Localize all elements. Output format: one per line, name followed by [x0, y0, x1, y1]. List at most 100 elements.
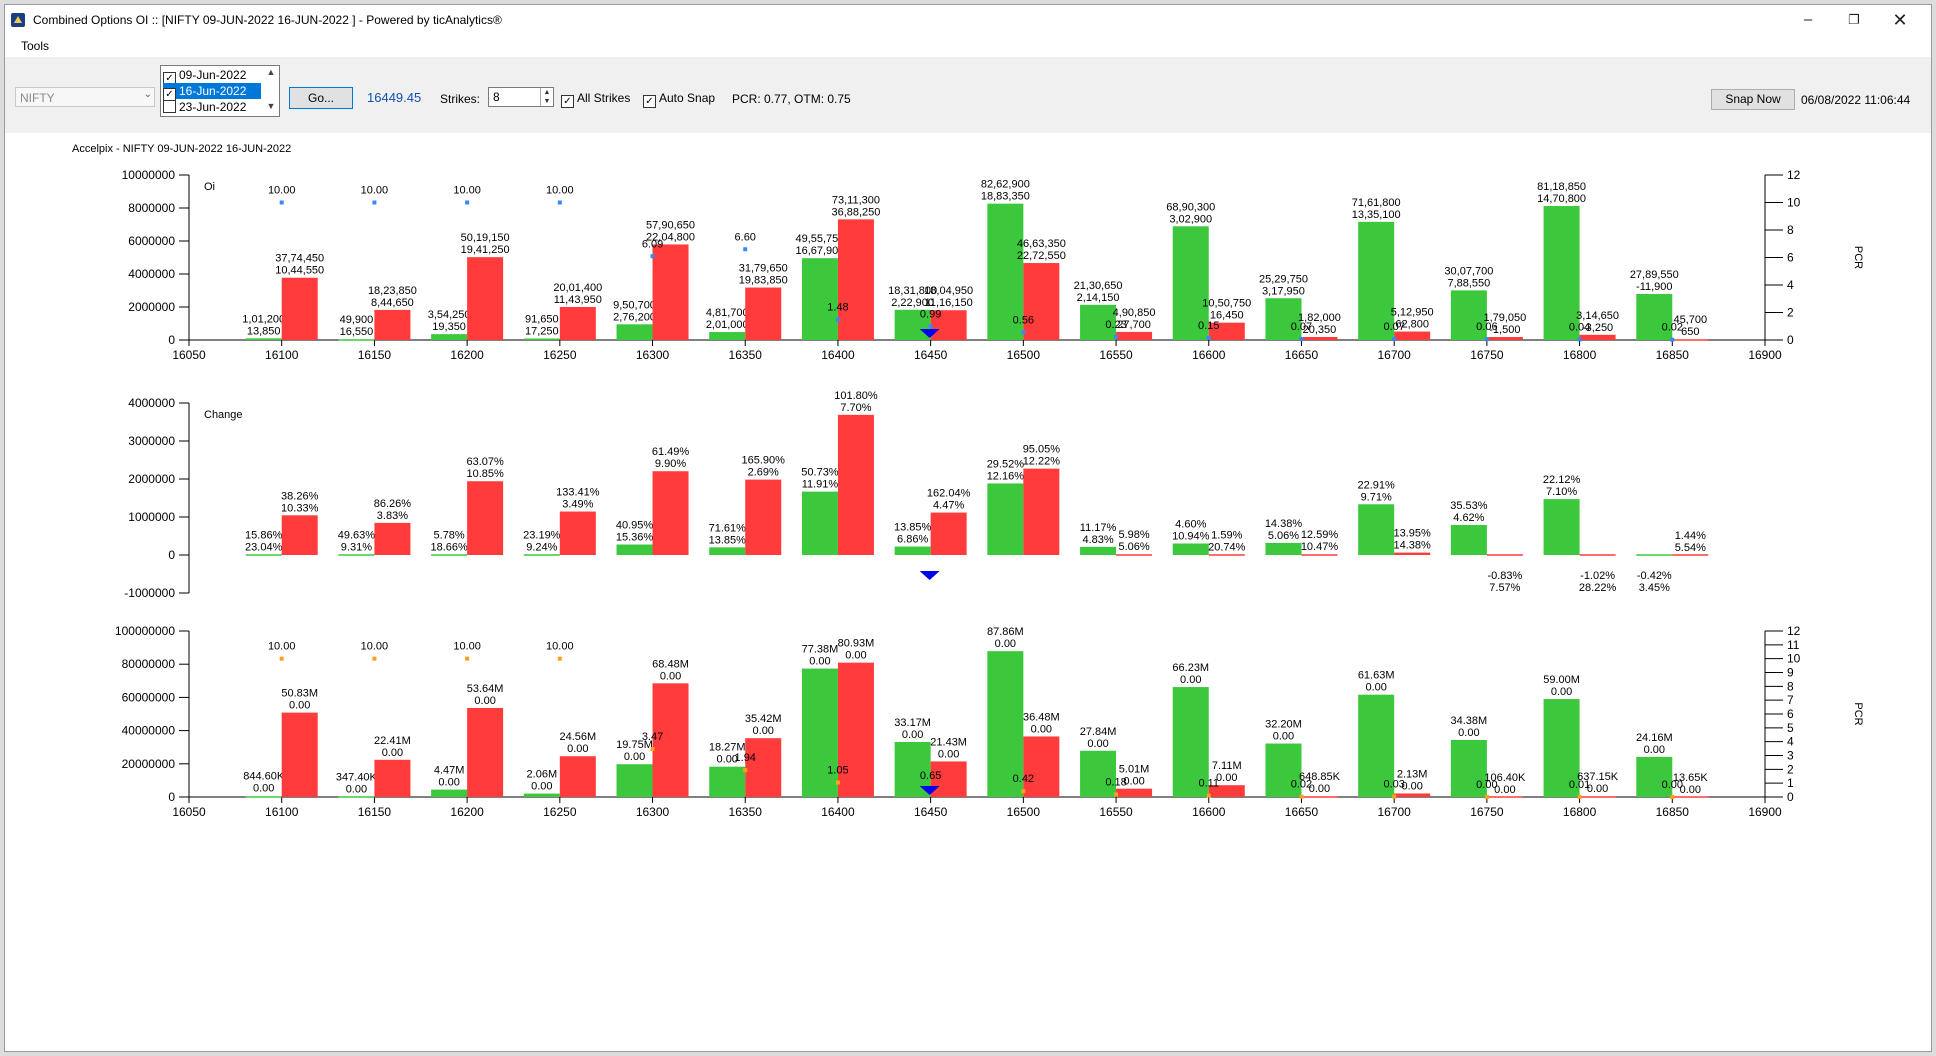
bar-put [801, 258, 838, 340]
bar-put [894, 309, 931, 340]
x-tick-label: 16700 [1377, 805, 1411, 819]
bar-label: 10.33% [281, 502, 319, 514]
bar-label: 1.59% [1211, 529, 1242, 541]
auto-snap-checkbox[interactable]: ✓ Auto Snap [643, 91, 715, 108]
close-icon[interactable]: ✕ [1892, 10, 1908, 30]
expiry-checkbox[interactable] [163, 100, 176, 113]
bar-call [374, 522, 411, 555]
spin-arrows-icon[interactable]: ▲ ▼ [540, 88, 553, 106]
bar-label: 637.15K [1577, 771, 1619, 783]
bar-put [709, 547, 746, 555]
bar-label: 1,79,050 [1483, 312, 1526, 324]
bar-put [1358, 504, 1395, 555]
bar-label: 71.61% [709, 522, 747, 534]
bar-label: -0.83% [1487, 570, 1522, 582]
bar-label: 2,14,150 [1077, 292, 1120, 304]
pcr-marker [835, 780, 840, 785]
scroll-up-icon[interactable]: ▲ [266, 67, 276, 77]
y2-tick-label: 1 [1787, 776, 1794, 790]
bar-put [1358, 221, 1395, 340]
pcr-label: 10.00 [268, 641, 296, 653]
pcr-marker [1114, 334, 1119, 339]
bar-call [1579, 796, 1616, 798]
pcr-marker [1206, 793, 1211, 798]
bar-label: 0.00 [567, 743, 588, 755]
bar-call [1116, 554, 1153, 556]
bar-label: 3,02,900 [1169, 213, 1212, 225]
restore-icon[interactable]: ❐ [1848, 12, 1860, 27]
bar-label: 20.74% [1208, 541, 1246, 553]
bar-put [987, 651, 1024, 797]
pcr-label: 6.09 [642, 238, 663, 250]
pcr-label: 0.18 [1105, 777, 1126, 789]
bar-label: 37,74,450 [275, 253, 324, 265]
expiry-item[interactable]: ✓ 16-Jun-2022 [163, 83, 261, 101]
bar-label: 35.42M [745, 713, 782, 725]
bar-put [431, 334, 468, 340]
minimize-icon[interactable]: – [1803, 11, 1813, 28]
list-scrollbar[interactable]: ▲ ▼ [264, 67, 278, 115]
pcr-marker [1670, 795, 1675, 799]
pcr-label: 0.65 [920, 770, 941, 782]
bar-label: 13.85% [894, 522, 932, 534]
bar-put [801, 668, 838, 797]
bar-put [1543, 699, 1580, 797]
bar-label: 31,79,650 [739, 263, 788, 275]
bar-label: 11.17% [1080, 522, 1117, 534]
expiry-checkbox[interactable]: ✓ [163, 88, 176, 101]
bar-put [1450, 525, 1487, 555]
bar-call [930, 761, 967, 797]
bar-label: 7,88,550 [1447, 277, 1490, 289]
bar-label: 15.86% [245, 529, 283, 541]
toolbar: NIFTY ⌄ ✓ 09-Jun-2022 ✓ 16-Jun-2022 23-Jun… [5, 57, 1931, 133]
bar-label: 7.11M [1212, 760, 1242, 772]
symbol-combobox[interactable]: NIFTY ⌄ [15, 87, 155, 107]
bar-call [1394, 793, 1431, 797]
bar-label: 5.01M [1119, 764, 1150, 776]
y2-tick-label: 0 [1787, 333, 1794, 347]
bar-call [281, 277, 318, 340]
bar-label: 73,11,300 [832, 194, 880, 206]
y2-tick-label: 9 [1787, 666, 1794, 680]
chart-title: Accelpix - NIFTY 09-JUN-2022 16-JUN-2022 [72, 143, 291, 155]
bar-label: 3.45% [1639, 582, 1670, 594]
strikes-stepper[interactable]: 8 ▲ ▼ [488, 87, 554, 107]
bar-put [709, 332, 746, 340]
bar-label: 14.38% [1265, 518, 1303, 530]
scroll-down-icon[interactable]: ▼ [266, 101, 276, 111]
expiry-item[interactable]: 23-Jun-2022 [163, 99, 261, 115]
expiry-item[interactable]: ✓ 09-Jun-2022 [163, 67, 261, 85]
expiry-list[interactable]: ✓ 09-Jun-2022 ✓ 16-Jun-2022 23-Jun-2022 ▲ ▼ [160, 65, 280, 117]
bar-label: 32.20M [1265, 719, 1302, 731]
y-tick-label: 10000000 [122, 168, 176, 182]
bar-call [281, 515, 318, 555]
bar-label: 13.85% [709, 534, 747, 546]
bar-label: 4.83% [1082, 534, 1113, 546]
bar-label: 50,19,150 [461, 232, 510, 244]
go-button[interactable]: Go... [289, 87, 353, 109]
bar-call [652, 244, 689, 340]
pcr-label: 10.00 [361, 185, 389, 197]
bar-put [616, 324, 653, 340]
bar-label: 9.90% [655, 458, 686, 470]
bar-label: 18,83,350 [981, 191, 1030, 203]
bar-label: 101.80% [834, 390, 878, 402]
checkbox-icon[interactable]: ✓ [561, 95, 574, 108]
bar-label: 6.86% [897, 534, 928, 546]
pcr-marker [1577, 794, 1582, 799]
checkbox-icon[interactable]: ✓ [643, 95, 656, 108]
bar-call [652, 683, 689, 797]
bar-label: 5,12,950 [1391, 307, 1434, 319]
bar-label: 9.31% [341, 541, 372, 553]
bar-label: 18,04,950 [924, 285, 973, 297]
bar-put [1636, 756, 1673, 797]
y2-tick-label: 6 [1787, 707, 1794, 721]
bar-call [1116, 788, 1153, 797]
all-strikes-checkbox[interactable]: ✓ All Strikes [561, 91, 630, 108]
snap-now-button[interactable]: Snap Now [1711, 89, 1795, 110]
menu-tools[interactable]: Tools [21, 39, 50, 53]
bar-label: -1,500 [1489, 324, 1520, 336]
bar-call [1486, 796, 1523, 798]
pcr-label: 0.23 [1105, 319, 1126, 331]
pcr-label: 10.00 [546, 641, 574, 653]
